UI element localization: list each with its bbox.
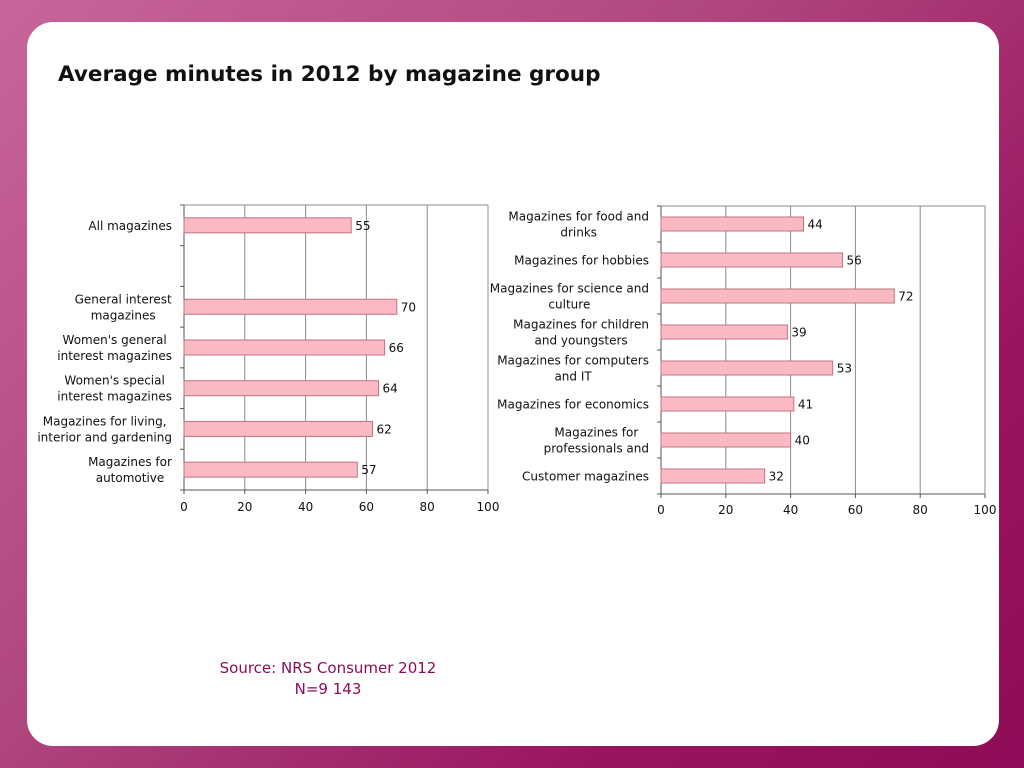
category-label-line: Magazines for living, bbox=[43, 414, 167, 428]
category-label: Customer magazines bbox=[522, 470, 649, 484]
category-label: Magazines for computers and IT bbox=[497, 354, 649, 384]
bar bbox=[660, 360, 834, 376]
bar-value-label: 64 bbox=[383, 382, 398, 396]
bar bbox=[660, 216, 805, 232]
category-label-line: interest magazines bbox=[57, 390, 172, 404]
category-label: All magazines bbox=[88, 219, 172, 233]
category-label-line: interior and gardening bbox=[37, 430, 172, 444]
category-label-line: Women's special bbox=[64, 374, 164, 388]
bar-value-label: 53 bbox=[837, 362, 852, 376]
bar-value-label: 41 bbox=[798, 398, 813, 412]
slide-title: Average minutes in 2012 by magazine grou… bbox=[58, 62, 601, 87]
category-label-line: Customer magazines bbox=[522, 470, 649, 484]
category-label-line: All magazines bbox=[88, 219, 172, 233]
bar bbox=[660, 324, 788, 340]
x-tick-label: 0 bbox=[180, 500, 188, 514]
x-tick-label: 60 bbox=[359, 500, 374, 514]
bar-value-label: 72 bbox=[898, 290, 913, 304]
bar bbox=[660, 468, 766, 484]
category-label: Magazines for automotive bbox=[88, 455, 172, 485]
category-label-line: Magazines for hobbies bbox=[514, 254, 649, 268]
source-line: Source: NRS Consumer 2012 bbox=[219, 659, 437, 677]
category-label-line: and IT bbox=[554, 370, 592, 384]
bar bbox=[660, 252, 843, 268]
x-tick-label: 100 bbox=[974, 503, 997, 517]
bar bbox=[660, 432, 792, 448]
category-label: Magazines for children and youngsters bbox=[513, 318, 649, 348]
category-label-line: Magazines for bbox=[554, 426, 638, 440]
x-tick-label: 40 bbox=[298, 500, 313, 514]
category-label: Magazines for food and drinks bbox=[508, 210, 649, 240]
bar-value-label: 56 bbox=[846, 254, 861, 268]
category-label-line: General interest bbox=[75, 292, 172, 306]
category-label-line: Magazines for children bbox=[513, 318, 649, 332]
x-tick-label: 40 bbox=[783, 503, 798, 517]
bar-value-label: 32 bbox=[769, 470, 784, 484]
category-label-line: Women's general bbox=[63, 333, 167, 347]
bar bbox=[183, 461, 358, 478]
source-note: Source: NRS Consumer 2012 N=9 143 bbox=[188, 658, 468, 700]
bar bbox=[183, 380, 380, 397]
bar bbox=[183, 217, 352, 234]
bar bbox=[183, 420, 373, 437]
x-tick-label: 80 bbox=[420, 500, 435, 514]
category-label: General interest magazines bbox=[75, 292, 172, 322]
category-label-line: Magazines for science and bbox=[490, 282, 649, 296]
category-label-line: Magazines for food and bbox=[508, 210, 649, 224]
bar bbox=[660, 396, 795, 412]
bar-value-label: 70 bbox=[401, 300, 416, 314]
bar bbox=[660, 288, 895, 304]
category-label-line: Magazines for computers bbox=[497, 354, 649, 368]
category-label: Magazines for hobbies bbox=[514, 254, 649, 268]
x-tick-label: 60 bbox=[848, 503, 863, 517]
x-tick-label: 20 bbox=[718, 503, 733, 517]
category-label-line: and youngsters bbox=[534, 334, 627, 348]
x-tick-label: 0 bbox=[657, 503, 665, 517]
category-label: Magazines for economics bbox=[497, 398, 649, 412]
sample-size-line: N=9 143 bbox=[294, 680, 362, 698]
bar-value-label: 66 bbox=[389, 341, 404, 355]
category-label: Women's special interest magazines bbox=[57, 374, 172, 404]
bar-value-label: 55 bbox=[355, 219, 370, 233]
category-label-line: professionals and bbox=[544, 442, 649, 456]
bar-value-label: 57 bbox=[361, 463, 376, 477]
category-label: Magazines for living, interior and garden… bbox=[37, 414, 172, 444]
x-tick-label: 80 bbox=[913, 503, 928, 517]
category-label: Magazines for professionals and bbox=[544, 426, 649, 456]
bar-value-label: 40 bbox=[795, 434, 810, 448]
category-label-line: drinks bbox=[560, 226, 597, 240]
category-label-line: culture bbox=[548, 298, 590, 312]
category-label: Magazines for science and culture bbox=[490, 282, 649, 312]
category-label-line: Magazines for economics bbox=[497, 398, 649, 412]
bar-value-label: 39 bbox=[791, 326, 806, 340]
bar-value-label: 62 bbox=[376, 422, 391, 436]
x-tick-label: 20 bbox=[237, 500, 252, 514]
category-label-line: interest magazines bbox=[57, 349, 172, 363]
category-label-line: automotive bbox=[96, 471, 165, 485]
category-label-line: Magazines for bbox=[88, 455, 172, 469]
bar bbox=[183, 339, 386, 356]
bar-value-label: 44 bbox=[808, 218, 823, 232]
category-label-line: magazines bbox=[91, 308, 156, 322]
category-label: Women's general interest magazines bbox=[57, 333, 172, 363]
x-tick-label: 100 bbox=[477, 500, 500, 514]
bar bbox=[183, 298, 398, 315]
